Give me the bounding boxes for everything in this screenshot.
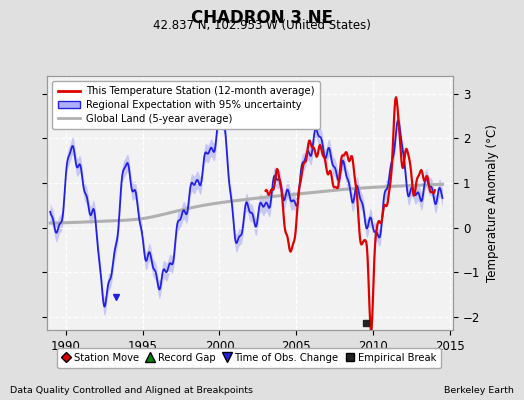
Legend: Station Move, Record Gap, Time of Obs. Change, Empirical Break: Station Move, Record Gap, Time of Obs. C…: [57, 348, 441, 368]
Text: 42.837 N, 102.953 W (United States): 42.837 N, 102.953 W (United States): [153, 19, 371, 32]
Legend: This Temperature Station (12-month average), Regional Expectation with 95% uncer: This Temperature Station (12-month avera…: [52, 81, 320, 129]
Text: CHADRON 3 NE: CHADRON 3 NE: [191, 9, 333, 27]
Y-axis label: Temperature Anomaly (°C): Temperature Anomaly (°C): [486, 124, 499, 282]
Text: Berkeley Earth: Berkeley Earth: [444, 386, 514, 395]
Text: Data Quality Controlled and Aligned at Breakpoints: Data Quality Controlled and Aligned at B…: [10, 386, 254, 395]
